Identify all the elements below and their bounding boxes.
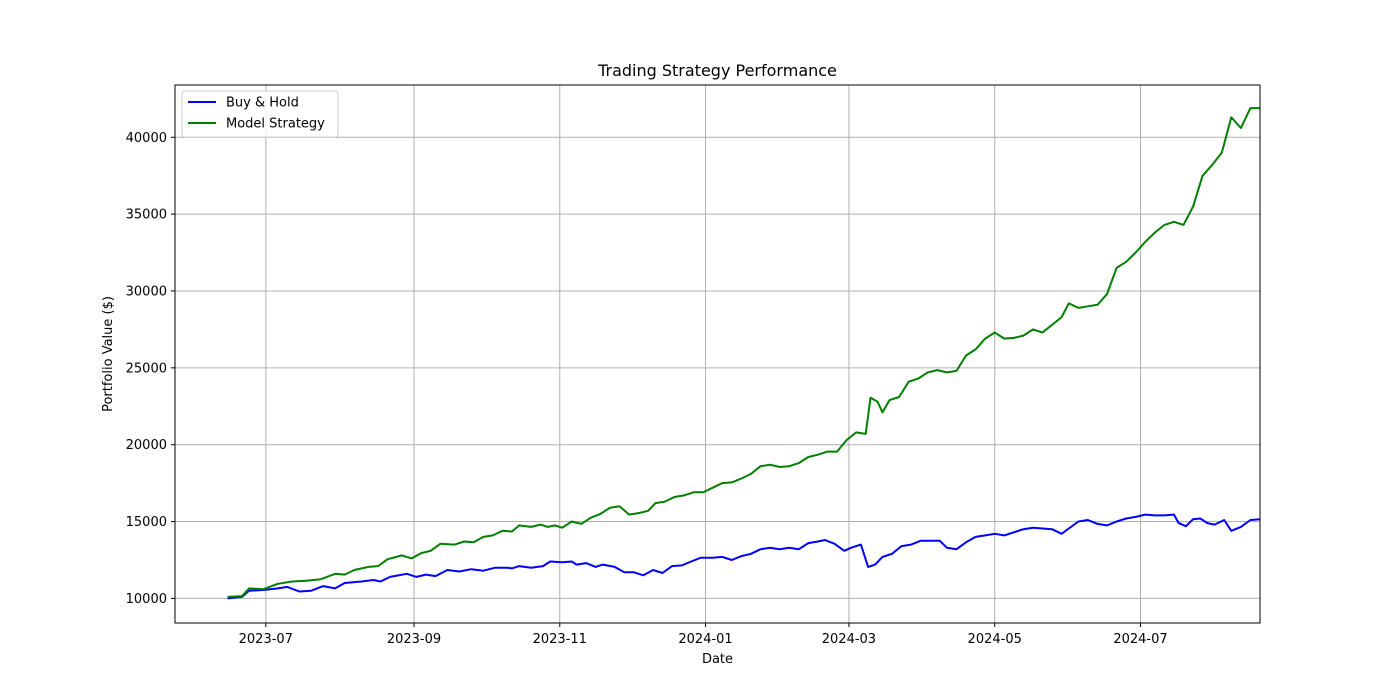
x-tick-label: 2023-09 (387, 632, 441, 647)
x-tick-label: 2024-05 (968, 632, 1022, 647)
y-tick-label: 15000 (126, 515, 167, 530)
y-tick-label: 20000 (126, 438, 167, 453)
y-axis-ticks: 10000 15000 20000 25000 30000 35000 40000 (126, 131, 175, 607)
x-tick-label: 2023-11 (533, 632, 587, 647)
legend-box (181, 90, 339, 138)
y-tick-label: 10000 (126, 592, 167, 607)
x-tick-label: 2024-07 (1113, 632, 1167, 647)
legend-label: Model Strategy (226, 117, 325, 132)
x-tick-label: 2024-01 (678, 632, 732, 647)
x-axis-label: Date (702, 652, 733, 667)
x-tick-label: 2023-07 (239, 632, 293, 647)
series-lines (227, 107, 1261, 600)
legend: Buy & Hold Model Strategy (181, 90, 339, 138)
y-axis-label: Portfolio Value ($) (101, 296, 116, 412)
x-axis-ticks: 2023-07 2023-09 2023-11 2024-01 2024-03 2024-… (239, 623, 1168, 647)
series-line-model-strategy (227, 107, 1260, 598)
grid (175, 85, 1260, 623)
y-tick-label: 25000 (126, 361, 167, 376)
legend-label: Buy & Hold (226, 96, 299, 111)
series-line-buy-hold (227, 513, 1261, 600)
y-tick-label: 35000 (126, 208, 167, 223)
chart-title: Trading Strategy Performance (597, 61, 837, 80)
y-tick-label: 40000 (126, 131, 167, 146)
y-tick-label: 30000 (126, 284, 167, 299)
plot-frame (174, 84, 1261, 624)
x-tick-label: 2024-03 (822, 632, 876, 647)
